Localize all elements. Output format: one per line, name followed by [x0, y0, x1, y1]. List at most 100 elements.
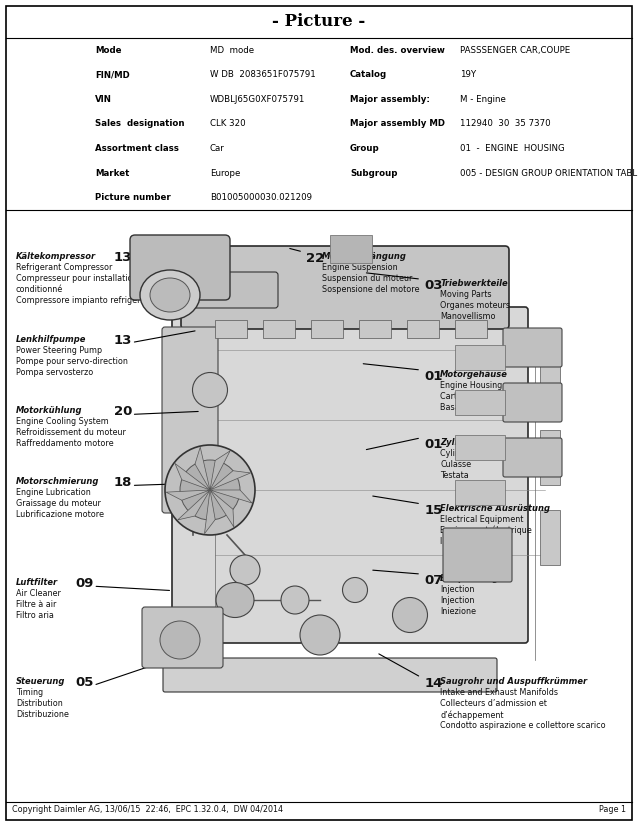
Ellipse shape [193, 373, 228, 407]
Text: Motoraufhängung: Motoraufhängung [322, 252, 407, 261]
FancyBboxPatch shape [181, 246, 509, 329]
Text: Car: Car [210, 144, 225, 153]
Text: Luftfilter: Luftfilter [16, 578, 58, 587]
Bar [311, 320, 343, 338]
Ellipse shape [230, 555, 260, 585]
Text: Engine Suspension: Engine Suspension [322, 263, 398, 272]
Text: Moving Parts: Moving Parts [440, 290, 492, 299]
Text: Cylinder Head: Cylinder Head [440, 449, 497, 458]
Text: Engine Cooling System: Engine Cooling System [16, 417, 108, 426]
Text: PASSSENGER CAR,COUPE: PASSSENGER CAR,COUPE [460, 45, 570, 55]
Text: CLK 320: CLK 320 [210, 120, 246, 129]
Text: 18: 18 [114, 477, 132, 490]
FancyBboxPatch shape [443, 528, 512, 582]
Text: Group: Group [350, 144, 380, 153]
Text: conditionné: conditionné [16, 285, 63, 294]
Text: Filtre à air: Filtre à air [16, 601, 56, 610]
Text: Compressore impianto refrigeratore: Compressore impianto refrigeratore [16, 296, 162, 305]
Text: FIN/MD: FIN/MD [95, 70, 130, 79]
Text: 09: 09 [75, 577, 94, 591]
Text: Refroidissement du moteur: Refroidissement du moteur [16, 429, 126, 438]
Text: 01: 01 [424, 370, 443, 383]
Text: Lenkhilfpumpe: Lenkhilfpumpe [16, 335, 86, 344]
Polygon shape [195, 447, 210, 490]
Text: Raffreddamento motore: Raffreddamento motore [16, 439, 114, 449]
Text: Power Steering Pump: Power Steering Pump [16, 345, 102, 354]
Ellipse shape [343, 577, 367, 602]
Text: Engine Housing: Engine Housing [440, 381, 503, 390]
Text: 13: 13 [114, 251, 132, 264]
Text: Mode: Mode [95, 45, 121, 55]
Text: Lubrificazione motore: Lubrificazione motore [16, 510, 104, 520]
Text: Kältekompressor: Kältekompressor [16, 252, 96, 261]
Ellipse shape [216, 582, 254, 618]
Text: 03: 03 [424, 279, 443, 292]
Text: Iniezione: Iniezione [440, 607, 476, 616]
FancyBboxPatch shape [162, 327, 218, 513]
Text: Sospensione del motore: Sospensione del motore [322, 285, 420, 294]
Text: Copyright Daimler AG, 13/06/15  22:46,  EPC 1.32.0.4,  DW 04/2014: Copyright Daimler AG, 13/06/15 22:46, EP… [12, 805, 283, 814]
Text: Injection: Injection [440, 596, 475, 605]
Text: Testata: Testata [440, 471, 469, 480]
Text: Catalog: Catalog [350, 70, 387, 79]
Bar [455, 435, 505, 460]
Text: Culasse: Culasse [440, 460, 471, 469]
FancyBboxPatch shape [503, 438, 562, 477]
Text: Saugrohr und Auspuffkrümmer: Saugrohr und Auspuffkrümmer [440, 677, 588, 686]
Bar [263, 320, 295, 338]
Bar [330, 235, 372, 263]
Ellipse shape [281, 586, 309, 614]
Polygon shape [205, 490, 215, 534]
FancyBboxPatch shape [142, 607, 223, 668]
Text: 20: 20 [114, 406, 132, 419]
Bar [215, 320, 247, 338]
Bar [455, 345, 505, 370]
Text: Intake and Exhaust Manifolds: Intake and Exhaust Manifolds [440, 688, 558, 697]
Text: MD  mode: MD mode [210, 45, 254, 55]
Text: Manovellismo: Manovellismo [440, 312, 496, 321]
Ellipse shape [300, 615, 340, 655]
Text: Electrical Equipment: Electrical Equipment [440, 515, 524, 524]
Ellipse shape [160, 621, 200, 659]
Text: Einspritzung: Einspritzung [440, 574, 500, 583]
Bar [407, 320, 439, 338]
Text: Triebwerkteile: Triebwerkteile [440, 279, 508, 288]
Text: Filtro aria: Filtro aria [16, 611, 54, 620]
Text: d’échappement: d’échappement [440, 710, 504, 719]
Text: Refrigerant Compressor: Refrigerant Compressor [16, 263, 112, 272]
Text: 05: 05 [75, 676, 94, 690]
Polygon shape [178, 490, 210, 520]
Text: Major assembly MD: Major assembly MD [350, 120, 445, 129]
Text: 01  -  ENGINE  HOUSING: 01 - ENGINE HOUSING [460, 144, 565, 153]
Text: Motorkühlung: Motorkühlung [16, 406, 82, 415]
FancyBboxPatch shape [192, 272, 278, 308]
Bar [455, 320, 487, 338]
Text: 07: 07 [424, 574, 443, 587]
Ellipse shape [150, 278, 190, 312]
Polygon shape [210, 471, 251, 490]
Text: Carter du moteur: Carter du moteur [440, 392, 510, 401]
Polygon shape [210, 490, 252, 503]
FancyBboxPatch shape [130, 235, 230, 300]
Text: Impianto elettrico: Impianto elettrico [440, 537, 512, 546]
Text: Mod. des. overview: Mod. des. overview [350, 45, 445, 55]
Text: - Picture -: - Picture - [272, 13, 366, 31]
Bar [359, 320, 391, 338]
Text: M - Engine: M - Engine [460, 95, 506, 104]
Text: Condotto aspirazione e collettore scarico: Condotto aspirazione e collettore scaric… [440, 721, 606, 730]
Bar [455, 390, 505, 415]
Text: Elektrische Ausrüstung: Elektrische Ausrüstung [440, 504, 550, 513]
Bar [540, 430, 560, 485]
Bar [540, 510, 560, 565]
Text: B01005000030.021209: B01005000030.021209 [210, 193, 312, 202]
FancyBboxPatch shape [172, 307, 528, 643]
Bar [540, 350, 560, 405]
Text: Motorschmierung: Motorschmierung [16, 477, 100, 487]
Ellipse shape [392, 597, 427, 633]
Text: Distribuzione: Distribuzione [16, 710, 69, 719]
Ellipse shape [140, 270, 200, 320]
Text: 005 - DESIGN GROUP ORIENTATION TABLE: 005 - DESIGN GROUP ORIENTATION TABLE [460, 169, 638, 178]
Text: 01: 01 [424, 438, 443, 451]
Bar [455, 480, 505, 505]
Text: Suspension du moteur: Suspension du moteur [322, 274, 413, 283]
